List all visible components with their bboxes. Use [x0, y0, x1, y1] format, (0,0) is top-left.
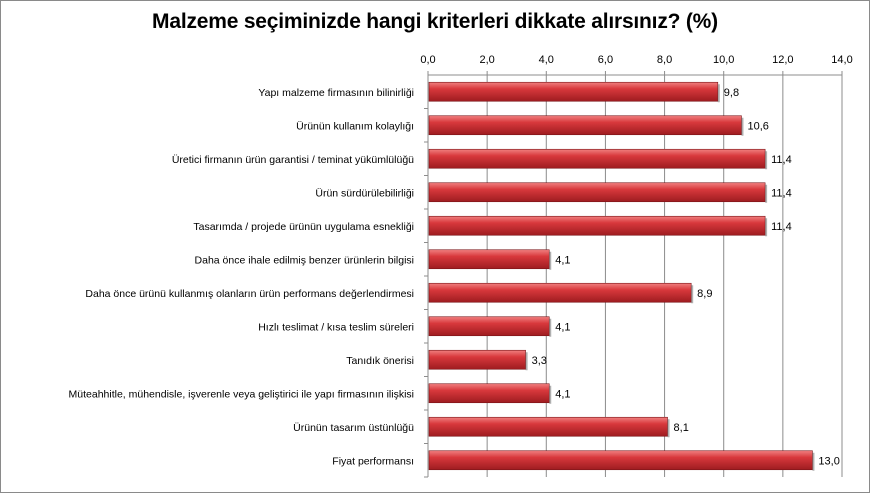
bar: [428, 349, 526, 370]
data-label: 9,8: [724, 87, 739, 99]
data-label: 11,4: [771, 154, 792, 166]
category-label: Üretici firmanın ürün garantisi / temina…: [172, 154, 414, 166]
x-tick-label: 6,0: [598, 54, 613, 66]
data-label: 11,4: [771, 187, 792, 199]
bar-shadow: [765, 151, 768, 170]
data-label: 10,6: [747, 120, 768, 132]
bar: [428, 215, 766, 236]
chart-title: Malzeme seçiminizde hangi kriterleri dik…: [152, 10, 718, 33]
data-label: 4,1: [555, 388, 570, 400]
category-label: Daha önce ihale edilmiş benzer ürünlerin…: [195, 254, 414, 266]
x-tick-label: 14,0: [831, 54, 852, 66]
bar: [428, 316, 550, 337]
bar: [428, 450, 813, 471]
x-tick-label: 12,0: [772, 54, 793, 66]
category-label: Tanıdık önerisi: [346, 355, 414, 367]
bar-shadow: [549, 318, 552, 337]
data-label: 13,0: [818, 455, 839, 467]
bar-shadow: [525, 352, 528, 371]
bar: [428, 416, 668, 437]
bar-shadow: [812, 452, 815, 471]
bar: [428, 148, 766, 169]
x-tick-label: 4,0: [539, 54, 554, 66]
bar-shadow: [667, 419, 670, 438]
category-label: Hızlı teslimat / kısa teslim süreleri: [258, 321, 414, 333]
category-label: Yapı malzeme firmasının bilinirliği: [258, 87, 414, 99]
bar-shadow: [549, 251, 552, 270]
bar: [428, 115, 742, 136]
data-label: 4,1: [555, 321, 570, 333]
bar: [428, 249, 550, 270]
bar-shadow: [717, 84, 720, 103]
data-label: 3,3: [532, 355, 547, 367]
x-tick-label: 0,0: [420, 54, 435, 66]
data-label: 8,9: [697, 288, 712, 300]
category-label: Müteahhitle, mühendisle, işverenle veya …: [69, 388, 414, 400]
category-label: Tasarımda / projede ürünün uygulama esne…: [193, 221, 414, 233]
bar-shadow: [765, 184, 768, 203]
x-tick-label: 8,0: [657, 54, 672, 66]
category-label: Ürünün tasarım üstünlüğü: [293, 422, 414, 434]
category-label: Fiyat performansı: [332, 455, 414, 467]
bar: [428, 182, 766, 203]
category-label: Ürünün kullanım kolaylığı: [296, 120, 414, 132]
bar-shadow: [691, 285, 694, 304]
x-tick-label: 2,0: [479, 54, 494, 66]
data-label: 4,1: [555, 254, 570, 266]
data-label: 11,4: [771, 221, 792, 233]
category-label: Ürün sürdürülebilirliği: [315, 187, 414, 199]
category-label: Daha önce ürünü kullanmış olanların ürün…: [85, 288, 414, 300]
bar-shadow: [549, 385, 552, 404]
bar-shadow: [765, 218, 768, 237]
bar: [428, 282, 692, 303]
bar: [428, 81, 719, 102]
x-tick-label: 10,0: [713, 54, 734, 66]
bar-shadow: [741, 117, 744, 136]
data-label: 8,1: [674, 422, 689, 434]
bar: [428, 383, 550, 404]
